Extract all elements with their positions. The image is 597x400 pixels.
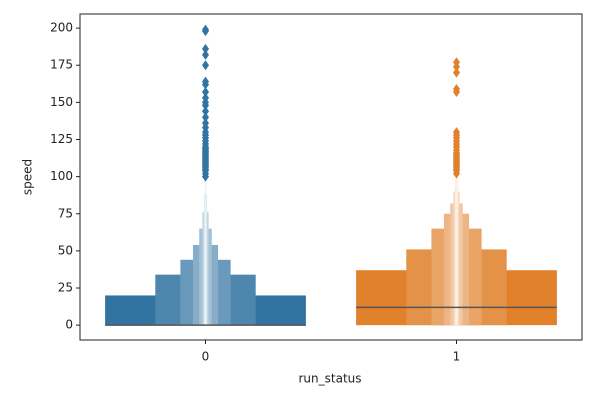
outlier — [202, 49, 209, 60]
outlier — [202, 86, 209, 97]
plot-frame — [79, 13, 583, 341]
y-tick-label: 0 — [65, 318, 73, 332]
outlier — [202, 106, 209, 117]
letter-value-box — [455, 170, 458, 326]
y-tick-label: 25 — [58, 281, 73, 295]
outlier — [202, 112, 209, 123]
y-tick-label: 50 — [58, 243, 73, 257]
y-tick-label: 200 — [50, 21, 73, 35]
outlier — [453, 67, 460, 78]
outlier — [453, 57, 460, 68]
outlier — [202, 60, 209, 71]
y-tick-label: 125 — [50, 132, 73, 146]
outlier — [202, 118, 209, 129]
y-axis-label: speed — [21, 159, 35, 195]
letter-value-box — [204, 176, 207, 326]
outlier — [453, 84, 460, 95]
x-axis-label: run_status — [298, 372, 361, 386]
x-tick-label: 0 — [202, 350, 210, 364]
outlier — [202, 43, 209, 54]
outlier — [202, 76, 209, 87]
y-tick-label: 150 — [50, 95, 73, 109]
y-tick-label: 100 — [50, 169, 73, 183]
y-tick-label: 75 — [58, 206, 73, 220]
outlier — [453, 127, 460, 138]
outlier — [202, 92, 209, 103]
outlier — [202, 24, 209, 35]
y-tick-label: 175 — [50, 58, 73, 72]
x-tick-label: 1 — [453, 350, 461, 364]
